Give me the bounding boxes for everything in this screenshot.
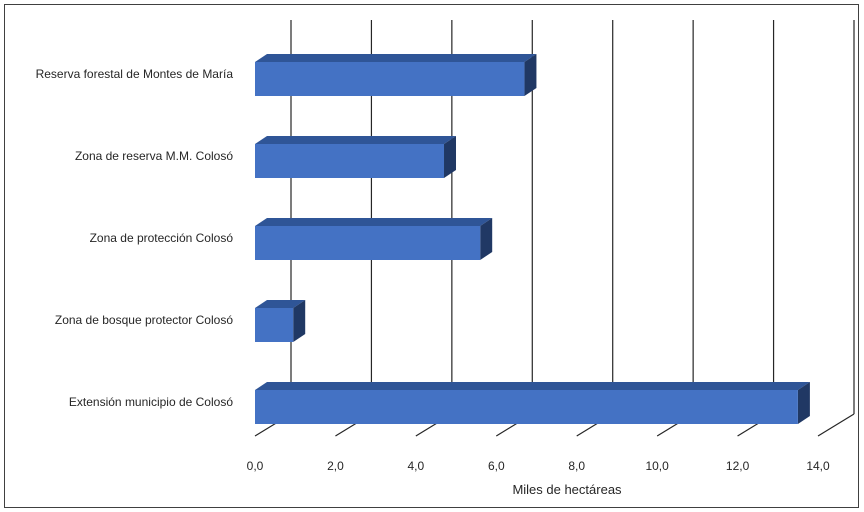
x-tick-label: 10,0 — [645, 459, 669, 473]
bar — [255, 136, 457, 178]
x-tick-label: 4,0 — [408, 459, 425, 473]
bar-top-face — [255, 218, 493, 226]
bar-top-face — [255, 382, 810, 390]
bar-top-face — [255, 300, 306, 308]
bar-side-face — [797, 382, 810, 424]
bar-side-face — [480, 218, 493, 260]
bar-front-face — [255, 144, 445, 178]
x-tick-label: 0,0 — [247, 459, 264, 473]
x-axis-title: Miles de hectáreas — [512, 482, 622, 497]
x-tick-label: 6,0 — [488, 459, 505, 473]
x-tick-label: 14,0 — [806, 459, 830, 473]
category-label: Reserva forestal de Montes de María — [36, 67, 234, 81]
bar — [255, 300, 306, 342]
bar-side-face — [293, 300, 306, 342]
bar — [255, 218, 493, 260]
bar-top-face — [255, 54, 537, 62]
bars — [255, 54, 810, 424]
bar-front-face — [255, 226, 481, 260]
category-label: Zona de protección Colosó — [90, 231, 234, 245]
category-label: Zona de bosque protector Colosó — [55, 313, 233, 327]
gridline-floor — [817, 413, 855, 437]
bar-front-face — [255, 62, 525, 96]
bar-side-face — [444, 136, 457, 178]
bar-front-face — [255, 308, 294, 342]
category-label: Extensión municipio de Colosó — [69, 395, 233, 409]
category-labels: Reserva forestal de Montes de María Zona … — [36, 67, 234, 409]
category-label: Zona de reserva M.M. Colosó — [75, 149, 233, 163]
bar — [255, 382, 810, 424]
x-tick-label: 8,0 — [568, 459, 585, 473]
bar-front-face — [255, 390, 798, 424]
x-tick-label: 12,0 — [726, 459, 750, 473]
bar — [255, 54, 537, 96]
x-tick-labels: 0,0 2,0 4,0 6,0 8,0 10,0 12,0 14,0 — [247, 459, 830, 473]
bar-side-face — [524, 54, 537, 96]
bar-top-face — [255, 136, 457, 144]
x-tick-label: 2,0 — [327, 459, 344, 473]
